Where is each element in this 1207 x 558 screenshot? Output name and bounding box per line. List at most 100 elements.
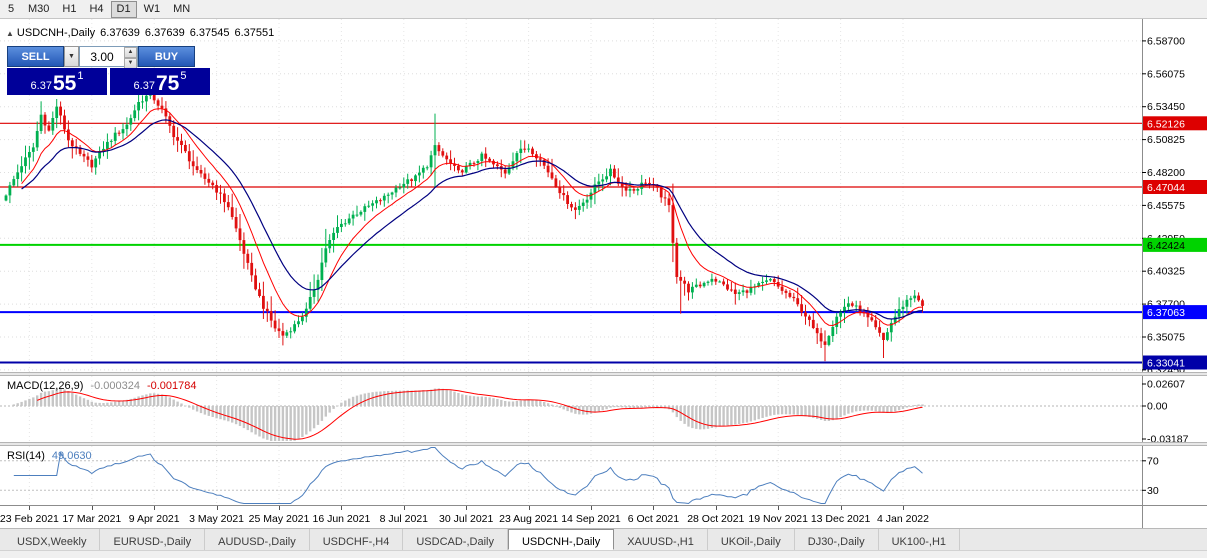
ma-fast-line: [21, 108, 923, 327]
svg-text:6.42424: 6.42424: [1147, 240, 1185, 252]
svg-text:6.47044: 6.47044: [1147, 182, 1185, 194]
date-tick-mark: [216, 506, 218, 510]
date-label: 30 Jul 2021: [439, 513, 494, 525]
chart-tab-dj30-daily[interactable]: DJ30-,Daily: [795, 529, 879, 550]
sell-price-prefix: 6.37: [30, 80, 52, 92]
macd-main-value: -0.000324: [90, 380, 140, 392]
date-tick-mark: [29, 506, 31, 510]
chart-tab-usdcad-daily[interactable]: USDCAD-,Daily: [403, 529, 508, 550]
date-tick-mark: [715, 506, 717, 510]
sell-button[interactable]: SELL: [7, 46, 64, 67]
date-label: 17 Mar 2021: [62, 513, 122, 525]
svg-text:6.35075: 6.35075: [1147, 332, 1185, 344]
price-chart-panel[interactable]: 6.58700 6.56075 6.53450 6.50825 6.48200 6.455…: [0, 19, 1207, 376]
price-level-label: [1143, 180, 1207, 194]
sell-price-display[interactable]: 6.37 55 1: [7, 68, 107, 95]
rsi-label: RSI(14) 49.0630: [7, 450, 92, 462]
timeframe-toolbar: 5 M30 H1 H4 D1 W1 MN: [0, 0, 1207, 19]
date-label: 8 Jul 2021: [379, 513, 429, 525]
timeframe-button-m30[interactable]: M30: [28, 2, 50, 15]
time-axis[interactable]: 23 Feb 2021 17 Mar 2021 9 Apr 2021 3 May 20…: [0, 505, 1207, 529]
one-click-trading-widget: SELL ▼ ▲ ▼ BUY 6.37 55 1 6.3: [7, 46, 210, 95]
svg-text:6.37063: 6.37063: [1147, 307, 1185, 319]
date-tick-mark: [154, 506, 156, 510]
low-value: 6.37545: [189, 27, 230, 39]
macd-indicator-panel[interactable]: 0.02607 0.00 -0.03187: [0, 376, 1207, 446]
svg-text:6.52126: 6.52126: [1147, 118, 1185, 130]
svg-text:70: 70: [1147, 455, 1159, 467]
svg-text:6.33041: 6.33041: [1147, 358, 1185, 370]
date-tick-mark: [403, 506, 405, 510]
panel-splitter[interactable]: [0, 372, 1207, 376]
macd-axis[interactable]: 0.02607 0.00 -0.03187: [1142, 376, 1207, 446]
high-value: 6.37639: [144, 27, 185, 39]
date-label: 9 Apr 2021: [128, 513, 180, 525]
svg-text:6.56075: 6.56075: [1147, 68, 1185, 80]
date-tick-mark: [528, 506, 530, 510]
rsi-indicator-panel[interactable]: 70 30: [0, 446, 1207, 505]
buy-price-display[interactable]: 6.37 75 5: [110, 68, 210, 95]
buy-price-pips: 75: [155, 72, 180, 95]
svg-text:6.48200: 6.48200: [1147, 167, 1185, 179]
chart-tab-xauusd-h1[interactable]: XAUUSD-,H1: [614, 529, 708, 550]
volume-spinner: ▲ ▼: [124, 47, 137, 69]
chart-tab-usdx-weekly[interactable]: USDX,Weekly: [4, 529, 101, 550]
date-tick-mark: [653, 506, 655, 510]
ma-slow-line: [21, 119, 923, 320]
price-level-label: [1143, 305, 1207, 320]
date-tick-mark: [840, 506, 842, 510]
svg-text:6.58700: 6.58700: [1147, 35, 1185, 47]
chart-tab-ukoil-daily[interactable]: UKOil-,Daily: [708, 529, 795, 550]
buy-price-prefix: 6.37: [133, 80, 155, 92]
timeframe-button-5[interactable]: 5: [7, 2, 15, 15]
svg-text:-0.03187: -0.03187: [1147, 434, 1189, 443]
rsi-name: RSI(14): [7, 450, 45, 462]
date-tick-mark: [591, 506, 592, 510]
svg-text:6.50825: 6.50825: [1147, 134, 1185, 146]
rsi-line: [13, 447, 923, 505]
rsi-axis[interactable]: 70 30: [1142, 446, 1207, 505]
axis-divider: [1142, 506, 1143, 529]
volume-input[interactable]: [80, 47, 124, 66]
date-tick-mark: [279, 506, 280, 510]
buy-button[interactable]: BUY: [138, 46, 195, 67]
date-label: 23 Aug 2021: [499, 513, 559, 525]
date-label: 3 May 2021: [189, 513, 245, 525]
macd-signal-line: [37, 389, 923, 440]
chart-header: ▲ USDCNH-,Daily 6.37639 6.37639 6.37545 6.375…: [6, 27, 274, 39]
timeframe-button-mn[interactable]: MN: [173, 2, 191, 15]
chart-tab-audusd-daily[interactable]: AUDUSD-,Daily: [205, 529, 310, 550]
timeframe-button-h4[interactable]: H4: [89, 2, 104, 15]
panel-splitter[interactable]: [0, 442, 1207, 446]
volume-increase-icon[interactable]: ▲: [124, 47, 137, 58]
price-level-label: [1143, 116, 1207, 131]
chart-tab-eurusd-daily[interactable]: EURUSD-,Daily: [100, 529, 206, 550]
date-tick-mark: [778, 506, 780, 510]
timeframe-button-d1[interactable]: D1: [110, 0, 137, 18]
date-tick-mark: [903, 506, 904, 510]
rsi-canvas[interactable]: 70 30: [0, 446, 1207, 508]
candlesticks: [4, 86, 924, 362]
sell-price-fraction: 1: [77, 70, 84, 82]
svg-text:6.45575: 6.45575: [1147, 200, 1185, 212]
horizontal-level-lines[interactable]: [0, 122, 1142, 364]
macd-name: MACD(12,26,9): [7, 380, 84, 392]
chart-tab-uk100-h1[interactable]: UK100-,H1: [879, 529, 961, 550]
chart-tab-usdcnh-daily[interactable]: USDCNH-,Daily: [507, 529, 615, 550]
price-axis[interactable]: 6.58700 6.56075 6.53450 6.50825 6.48200 6.455…: [1142, 19, 1207, 376]
collapse-chart-icon[interactable]: ▲: [6, 29, 14, 38]
volume-dropdown-icon[interactable]: ▼: [64, 46, 79, 67]
open-value: 6.37639: [100, 27, 140, 39]
svg-text:6.53450: 6.53450: [1147, 101, 1185, 113]
date-label: 13 Dec 2021: [810, 513, 871, 525]
macd-canvas[interactable]: 0.02607 0.00 -0.03187: [0, 376, 1207, 446]
timeframe-button-w1[interactable]: W1: [143, 2, 161, 15]
candlestick-chart-canvas[interactable]: 6.58700 6.56075 6.53450 6.50825 6.48200 6.455…: [0, 19, 1207, 376]
buy-price-fraction: 5: [180, 70, 187, 82]
chart-tab-usdchf-h4[interactable]: USDCHF-,H4: [310, 529, 404, 550]
svg-text:0.00: 0.00: [1147, 401, 1168, 413]
date-label: 28 Oct 2021: [687, 513, 745, 525]
timeframe-button-h1[interactable]: H1: [62, 2, 77, 15]
svg-text:30: 30: [1147, 485, 1159, 497]
